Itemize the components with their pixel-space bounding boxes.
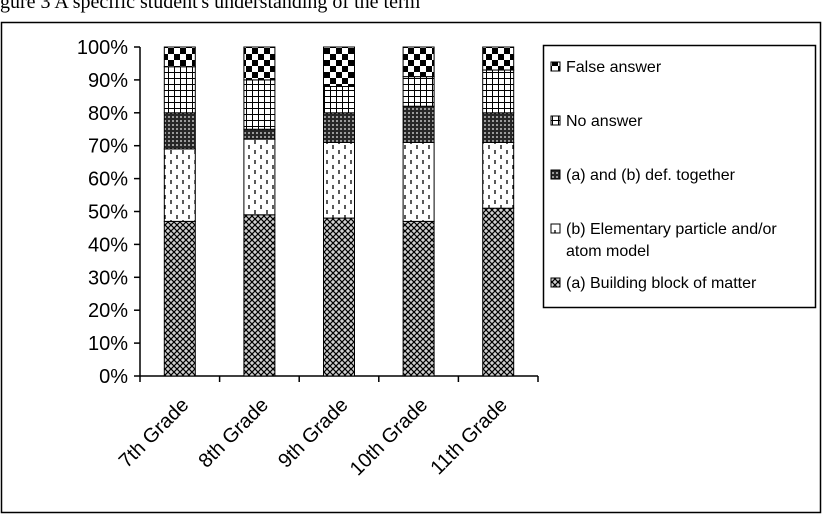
- bar-segment: [402, 46, 435, 78]
- bar-segment: [163, 66, 196, 114]
- bar-segment: [163, 148, 196, 222]
- bar-segment: [482, 112, 515, 143]
- legend-box: [542, 44, 817, 309]
- y-tick-label: 100%: [77, 37, 128, 59]
- category-label: 10th Grade: [346, 394, 432, 480]
- legend-swatch: [550, 169, 561, 180]
- bar-segment: [482, 141, 515, 209]
- bar-segment: [243, 79, 276, 130]
- bar-segment: [482, 207, 515, 377]
- bar-segment: [243, 138, 276, 216]
- bar-segment: [323, 46, 355, 87]
- y-tick-label: 50%: [88, 202, 128, 224]
- y-tick-label: 90%: [88, 70, 128, 92]
- bar-segment: [323, 141, 355, 219]
- legend-label: (b) Elementary particle and/or atom model: [566, 221, 777, 260]
- legend-swatch: [550, 277, 561, 288]
- y-tick-label: 70%: [88, 136, 128, 158]
- y-tick-label: 60%: [88, 169, 128, 191]
- bar-segment: [323, 217, 355, 377]
- legend-label: (a) and (b) def. together: [566, 167, 736, 184]
- legend-label: False answer: [566, 59, 662, 76]
- bar-segment: [163, 220, 196, 377]
- x-axis-ticks: [139, 376, 539, 382]
- category-label: 9th Grade: [274, 394, 352, 472]
- bars: [163, 46, 515, 377]
- bar-segment: [402, 76, 435, 107]
- bar-segment: [402, 105, 435, 143]
- category-label: 7th Grade: [115, 394, 193, 472]
- bar-segment: [243, 46, 276, 81]
- bar-segment: [323, 85, 355, 114]
- y-tick-label: 40%: [88, 234, 128, 256]
- legend-label: No answer: [566, 113, 643, 130]
- legend: False answer No answer (a) and (b) def. to…: [550, 59, 777, 292]
- y-tick-label: 30%: [88, 267, 128, 289]
- bar-segment: [163, 46, 196, 68]
- bar-segment: [482, 69, 515, 114]
- y-tick-label: 0%: [99, 366, 128, 388]
- category-label: 8th Grade: [194, 394, 272, 472]
- y-tick-label: 20%: [88, 300, 128, 322]
- legend-swatch: [550, 223, 561, 234]
- legend-swatch: [550, 61, 561, 72]
- figure-caption: gure 3 A specific student's understandin…: [0, 0, 421, 13]
- legend-swatch: [550, 115, 561, 126]
- bar-segment: [243, 128, 276, 140]
- chart-frame: [0, 21, 822, 514]
- bar-segment: [323, 112, 355, 143]
- bar-segment: [482, 46, 515, 71]
- bar-segment: [243, 214, 276, 377]
- bar-segment: [402, 141, 435, 222]
- category-label: 11th Grade: [426, 394, 511, 479]
- y-tick-label: 80%: [88, 103, 128, 125]
- legend-label: (a) Building block of matter: [566, 275, 757, 292]
- y-axis-ticks: 0% 10% 20% 30% 40% 50% 60% 70% 80% 90% 100%: [77, 37, 140, 388]
- y-tick-label: 10%: [88, 333, 128, 355]
- bar-segment: [163, 112, 196, 150]
- bar-segment: [402, 220, 435, 377]
